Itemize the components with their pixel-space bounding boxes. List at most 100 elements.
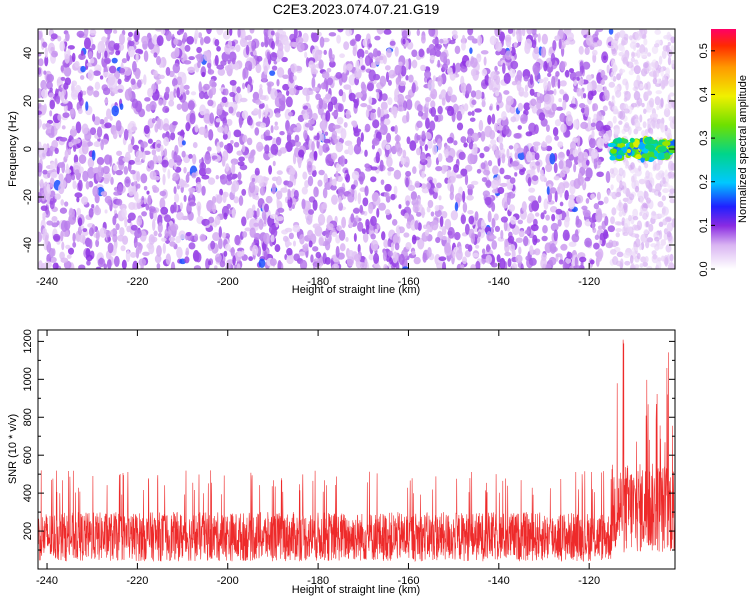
heatmap-blob: [214, 265, 218, 269]
heatmap-blob: [657, 191, 662, 198]
heatmap-blob: [286, 247, 293, 256]
snr-frame: [37, 329, 676, 570]
heatmap-blob: [372, 137, 380, 146]
x-tick-label: -220: [126, 276, 148, 288]
heatmap-blob: [576, 76, 580, 81]
heatmap-blob: [504, 238, 509, 248]
heatmap-blob: [361, 228, 367, 235]
heatmap-blob: [499, 142, 504, 151]
heatmap-blob: [76, 196, 80, 203]
heatmap-blob: [65, 244, 71, 250]
heatmap-blob: [310, 32, 315, 40]
heatmap-blob: [249, 29, 255, 34]
heatmap-blob: [214, 215, 221, 226]
heatmap-blob: [628, 193, 635, 201]
heatmap-blob: [623, 97, 628, 102]
heatmap-blob: [595, 29, 604, 33]
heatmap-blob: [500, 216, 508, 223]
heatmap-blob: [454, 193, 463, 203]
heatmap-blob: [121, 207, 127, 219]
heatmap-blob: [651, 211, 657, 216]
heatmap-blob: [146, 190, 150, 195]
heatmap-blob: [201, 71, 206, 78]
heatmap-blob: [490, 139, 497, 146]
heatmap-blob: [623, 103, 629, 110]
heatmap-blob: [401, 30, 408, 39]
heatmap-blob: [188, 153, 193, 159]
heatmap-blob: [324, 256, 331, 265]
heatmap-blob: [501, 154, 506, 164]
heatmap-blob: [286, 127, 294, 136]
heatmap-blob: [190, 91, 197, 96]
heatmap-blob: [383, 191, 390, 198]
heatmap-blob: [93, 116, 101, 126]
heatmap-blob: [394, 64, 402, 76]
heatmap-blob: [162, 243, 166, 254]
heatmap-blob: [60, 76, 66, 81]
heatmap-blob: [181, 150, 186, 158]
heatmap-signal-blob: [622, 146, 627, 154]
heatmap-blob: [51, 215, 58, 222]
heatmap-blob: [329, 57, 335, 63]
heatmap-blob: [195, 252, 202, 263]
heatmap-blob: [353, 143, 362, 155]
heatmap-blob: [427, 246, 432, 258]
heatmap-blob: [668, 102, 673, 109]
heatmap-blob: [487, 210, 492, 223]
heatmap-blob: [356, 48, 365, 60]
heatmap-blob: [631, 180, 637, 189]
heatmap-blob: [121, 58, 127, 64]
heatmap-blob: [153, 52, 158, 58]
heatmap-blob: [338, 195, 342, 204]
heatmap-blob: [242, 134, 248, 143]
heatmap-blob: [438, 195, 442, 201]
heatmap-blob: [581, 205, 588, 211]
heatmap-blob: [527, 212, 535, 223]
heatmap-blob: [411, 234, 417, 245]
heatmap-blob: [608, 81, 616, 88]
heatmap-blob: [77, 217, 83, 227]
heatmap-blob: [628, 214, 632, 222]
heatmap-blob: [313, 150, 318, 159]
heatmap-blob: [113, 43, 120, 51]
heatmap-blob: [107, 30, 111, 40]
heatmap-blob: [156, 117, 162, 130]
heatmap-blob: [294, 134, 300, 143]
heatmap-blob: [557, 78, 561, 89]
heatmap-blob: [603, 55, 607, 61]
heatmap-blob: [60, 220, 68, 232]
heatmap-blob: [661, 195, 667, 202]
heatmap-blob: [288, 139, 297, 147]
heatmap-blob: [284, 40, 290, 46]
heatmap-blob: [115, 120, 122, 132]
heatmap-blob: [185, 121, 191, 132]
heatmap-blob: [471, 110, 475, 117]
heatmap-blob: [525, 131, 533, 137]
heatmap-blob: [406, 136, 411, 145]
heatmap-blob: [455, 249, 463, 261]
heatmap-blob: [407, 184, 416, 192]
heatmap-blob: [370, 111, 377, 121]
heatmap-blob: [345, 29, 352, 37]
heatmap-blob: [560, 123, 567, 133]
heatmap-signal-blob: [616, 154, 623, 159]
heatmap-blob: [76, 30, 85, 38]
heatmap-blob: [659, 229, 663, 240]
heatmap-blob: [210, 240, 216, 250]
heatmap-blob: [122, 156, 130, 163]
heatmap-blob: [268, 165, 273, 175]
heatmap-blob: [462, 256, 468, 265]
heatmap-blob: [194, 29, 199, 40]
heatmap-blob: [633, 264, 640, 269]
heatmap-blob: [236, 263, 241, 269]
heatmap-blob: [656, 78, 661, 84]
heatmap-blob: [222, 150, 229, 162]
heatmap-blob: [622, 232, 629, 237]
heatmap-blob: [324, 131, 329, 136]
heatmap-blob: [78, 53, 86, 61]
heatmap-blob: [476, 168, 482, 174]
heatmap-blob: [103, 116, 108, 124]
heatmap-blob: [619, 30, 626, 39]
heatmap-blob: [71, 125, 75, 131]
heatmap-blob: [289, 167, 296, 176]
